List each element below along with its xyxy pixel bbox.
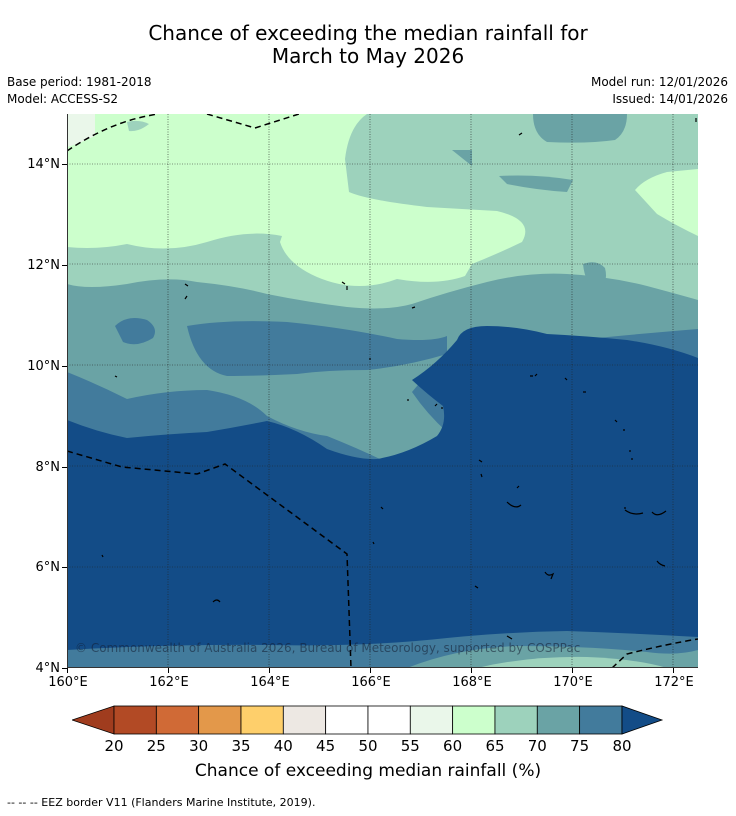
lat-label-12: 12°N — [27, 258, 60, 273]
lon-tick — [67, 668, 68, 673]
region-75-80-upper — [187, 321, 447, 376]
lon-tick — [471, 668, 472, 673]
colorbar-cell — [367, 705, 411, 735]
lat-tick — [62, 567, 67, 568]
region-70-75-notch — [452, 150, 472, 166]
lat-tick — [62, 467, 67, 468]
colorbar-cell — [452, 705, 496, 735]
lon-tick — [269, 668, 270, 673]
lon-tick — [673, 668, 674, 673]
model-name: Model: ACCESS-S2 — [7, 92, 119, 106]
map-panel[interactable] — [67, 114, 698, 668]
colorbar-tick-label: 55 — [400, 737, 420, 755]
colorbar-cell — [155, 705, 200, 735]
colorbar — [70, 705, 664, 739]
meta-left: Base period: 1981-2018 Model: ACCESS-S2 — [7, 74, 152, 108]
colorbar-tick-label: 35 — [231, 737, 251, 755]
colorbar-tick-label: 50 — [358, 737, 378, 755]
lon-tick — [168, 668, 169, 673]
region-80-plus — [67, 326, 698, 668]
colorbar-label: Chance of exceeding median rainfall (%) — [194, 761, 542, 781]
colorbar-cell — [494, 705, 538, 735]
lon-tick — [370, 668, 371, 673]
lat-tick — [62, 366, 67, 367]
colorbar-cell — [240, 705, 284, 735]
issued-date: Issued: 14/01/2026 — [612, 92, 728, 106]
islands — [101, 118, 697, 640]
lat-label-14: 14°N — [27, 157, 60, 172]
colorbar-tick-label: 45 — [316, 737, 336, 755]
colorbar-tick-label: 30 — [189, 737, 209, 755]
colorbar-cell — [579, 705, 623, 735]
lon-label-162: 162°E — [149, 675, 189, 690]
lat-label-4: 4°N — [35, 661, 61, 676]
colorbar-cell — [536, 705, 581, 735]
region-60-65-right — [635, 169, 698, 236]
colorbar-tick-label: 70 — [527, 737, 547, 755]
colorbar-tick-label: 80 — [612, 737, 632, 755]
lon-label-166: 166°E — [351, 675, 391, 690]
eez-footnote: -- -- -- EEZ border V11 (Flanders Marine… — [7, 796, 316, 809]
gridlines — [67, 114, 698, 668]
lat-label-10: 10°N — [27, 359, 60, 374]
colorbar-tick-label: 20 — [104, 737, 124, 755]
title-line-2: March to May 2026 — [271, 44, 465, 68]
meta-right: Model run: 12/01/2026 Issued: 14/01/2026 — [591, 74, 728, 108]
colorbar-tick-label: 75 — [570, 737, 590, 755]
lon-label-160: 160°E — [48, 675, 88, 690]
colorbar-under-triangle — [70, 705, 115, 735]
base-period: Base period: 1981-2018 — [7, 75, 152, 89]
lon-label-170: 170°E — [553, 675, 593, 690]
copyright-notice: © Commonwealth of Australia 2026, Bureau… — [75, 641, 581, 655]
region-60-65 — [67, 114, 526, 287]
model-run: Model run: 12/01/2026 — [590, 75, 728, 89]
region-75-80-blob — [115, 318, 155, 345]
colorbar-cell — [409, 705, 454, 735]
lat-label-6: 6°N — [35, 560, 61, 575]
colorbar-tick-label: 60 — [443, 737, 463, 755]
colorbar-tick-label: 25 — [146, 737, 166, 755]
colorbar-cell — [113, 705, 157, 735]
chart-title: Chance of exceeding the median rainfall … — [0, 22, 736, 68]
lat-label-8: 8°N — [35, 460, 61, 475]
colorbar-cell — [282, 705, 327, 735]
lat-tick — [62, 164, 67, 165]
lon-label-168: 168°E — [452, 675, 492, 690]
region-70-75-small — [499, 175, 573, 192]
lon-label-164: 164°E — [250, 675, 290, 690]
colorbar-over-triangle — [621, 705, 664, 735]
lon-label-172: 172°E — [654, 675, 694, 690]
region-65-70-patch — [127, 120, 149, 132]
colorbar-cells — [113, 705, 623, 735]
eez-borders — [67, 114, 698, 668]
lat-tick — [62, 668, 67, 669]
region-70-75-top — [533, 114, 627, 143]
colorbar-cell — [325, 705, 369, 735]
colorbar-tick-label: 40 — [273, 737, 293, 755]
region-70-75-blob — [583, 262, 606, 292]
colorbar-tick-label: 65 — [485, 737, 505, 755]
lat-tick — [62, 265, 67, 266]
colorbar-cell — [198, 705, 242, 735]
lon-tick — [572, 668, 573, 673]
title-line-1: Chance of exceeding the median rainfall … — [148, 21, 588, 45]
